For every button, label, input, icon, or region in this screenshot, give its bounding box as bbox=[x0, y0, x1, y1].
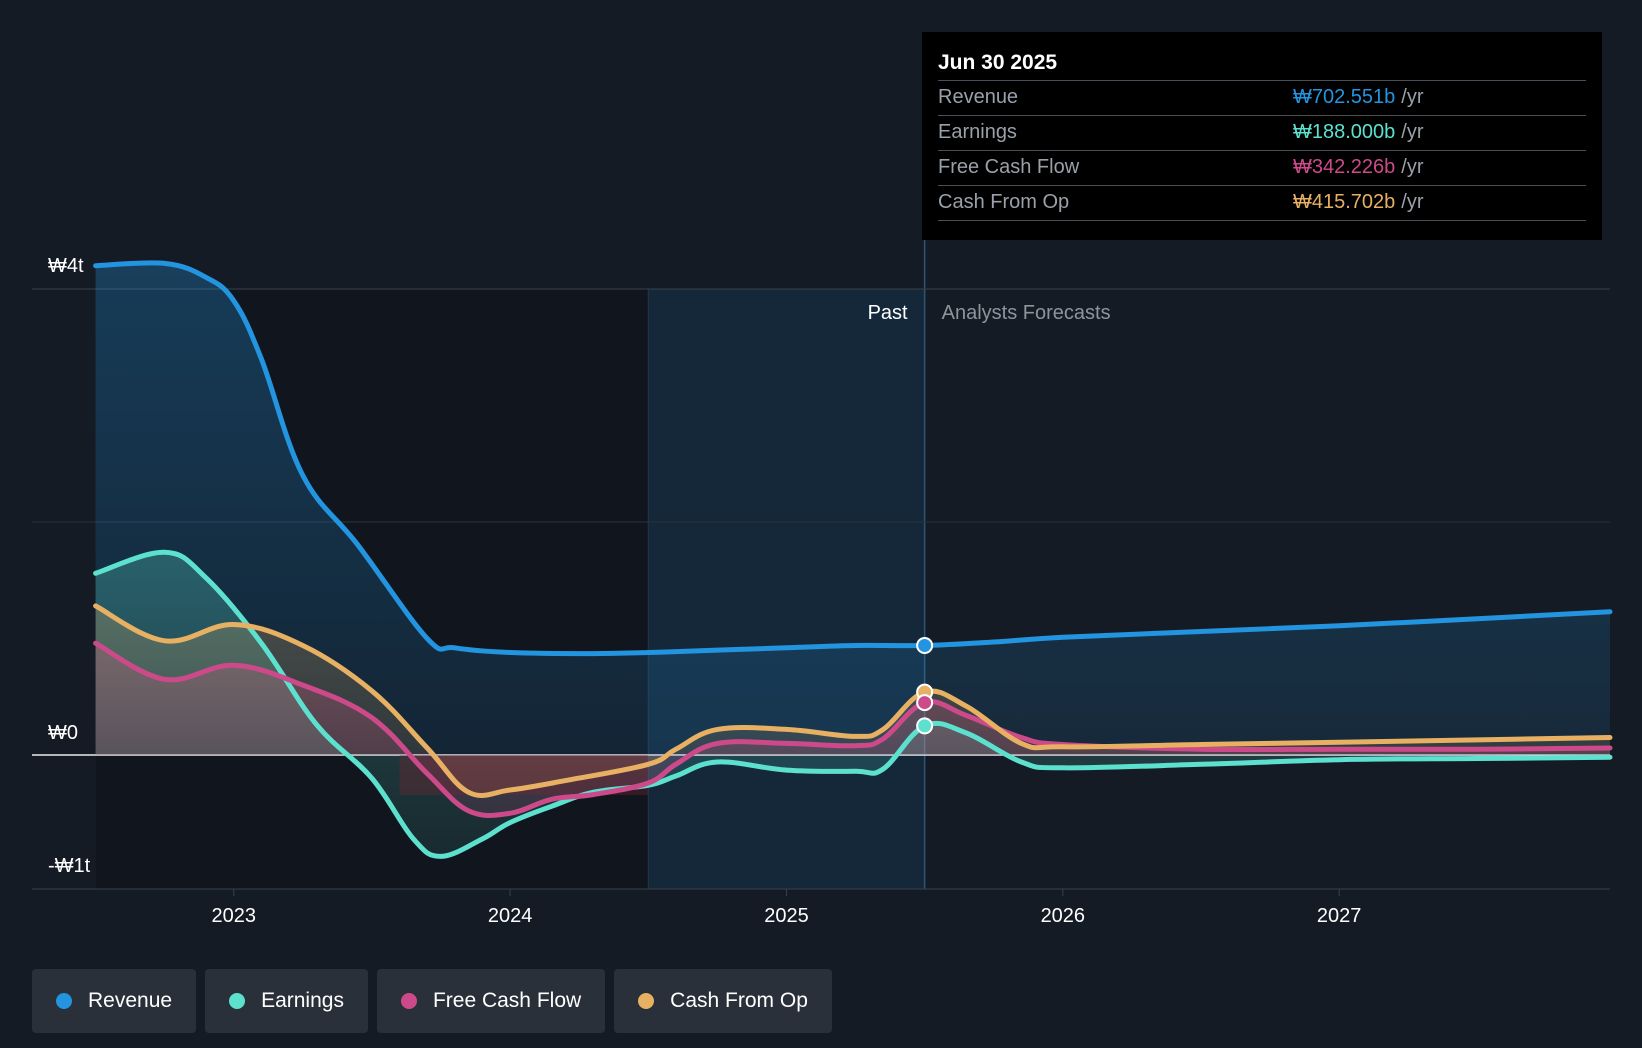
tooltip-value-revenue: ₩702.551b bbox=[1293, 86, 1396, 108]
legend-dot-icon bbox=[229, 993, 246, 1009]
x-tick-label-2026: 2026 bbox=[1041, 905, 1086, 927]
line-revenue bbox=[93, 260, 1613, 657]
past-label: Past bbox=[868, 302, 908, 324]
legend-label: Cash From Op bbox=[670, 989, 808, 1012]
line-layer bbox=[93, 260, 1613, 859]
line-earnings bbox=[93, 549, 1613, 859]
legend-label: Free Cash Flow bbox=[432, 989, 582, 1012]
tooltip-row-cfo: Cash From Op ₩415.702b /yr bbox=[938, 185, 1586, 221]
legend-item-cash-from-op[interactable]: Cash From Op bbox=[614, 969, 832, 1033]
tooltip-date: Jun 30 2025 bbox=[938, 51, 1058, 74]
marker-revenue bbox=[916, 636, 934, 654]
legend-dot-icon bbox=[56, 993, 72, 1009]
highlight-region bbox=[648, 289, 925, 889]
x-tick-label-2024: 2024 bbox=[488, 905, 533, 927]
legend: Revenue Earnings Free Cash Flow Cash Fro… bbox=[32, 969, 832, 1033]
tooltip-unit: /yr bbox=[1401, 121, 1424, 143]
legend-item-free-cash-flow[interactable]: Free Cash Flow bbox=[376, 969, 606, 1033]
y-tick-label-top: ₩4t bbox=[48, 255, 84, 277]
tooltip-value-fcf: ₩342.226b bbox=[1293, 156, 1396, 178]
tooltip-unit: /yr bbox=[1401, 156, 1424, 178]
x-tick-label-2027: 2027 bbox=[1317, 905, 1362, 927]
y-tick-label-zero: ₩0 bbox=[48, 722, 78, 744]
tooltip-panel: Jun 30 2025 Revenue ₩702.551b /yr Earnin… bbox=[922, 32, 1602, 240]
tooltip-name: Revenue bbox=[938, 86, 1019, 108]
tooltip-row-fcf: Free Cash Flow ₩342.226b /yr bbox=[938, 150, 1586, 185]
legend-item-revenue[interactable]: Revenue bbox=[32, 969, 197, 1033]
x-tick-label-2023: 2023 bbox=[211, 905, 256, 927]
tooltip-name: Earnings bbox=[938, 121, 1017, 143]
legend-label: Revenue bbox=[88, 989, 173, 1012]
text-layer: ₩4t ₩0 -₩1t 2023 2024 2025 2026 2027 Pas… bbox=[48, 255, 1361, 927]
tooltip-row-revenue: Revenue ₩702.551b /yr bbox=[938, 80, 1586, 115]
marker-layer bbox=[916, 636, 934, 735]
legend-dot-icon bbox=[638, 993, 655, 1009]
tooltip-name: Cash From Op bbox=[938, 191, 1070, 213]
marker-earnings bbox=[916, 717, 934, 735]
marker-fcf bbox=[916, 694, 934, 712]
tooltip-row-earnings: Earnings ₩188.000b /yr bbox=[938, 115, 1586, 150]
tooltip-unit: /yr bbox=[1401, 86, 1424, 108]
tooltip-value-earnings: ₩188.000b bbox=[1293, 121, 1396, 143]
tooltip-value-cfo: ₩415.702b bbox=[1293, 191, 1396, 213]
tooltip-unit: /yr bbox=[1401, 191, 1424, 213]
background-layer bbox=[96, 240, 926, 889]
line-fcf bbox=[93, 640, 1613, 819]
line-cfo bbox=[93, 603, 1613, 798]
legend-dot-icon bbox=[400, 993, 417, 1009]
tooltip-name: Free Cash Flow bbox=[938, 156, 1080, 178]
x-tick-label-2025: 2025 bbox=[764, 905, 809, 927]
y-tick-label-bottom: -₩1t bbox=[48, 855, 91, 877]
forecast-label: Analysts Forecasts bbox=[942, 302, 1111, 324]
legend-item-earnings[interactable]: Earnings bbox=[205, 969, 368, 1033]
legend-label: Earnings bbox=[261, 989, 344, 1012]
